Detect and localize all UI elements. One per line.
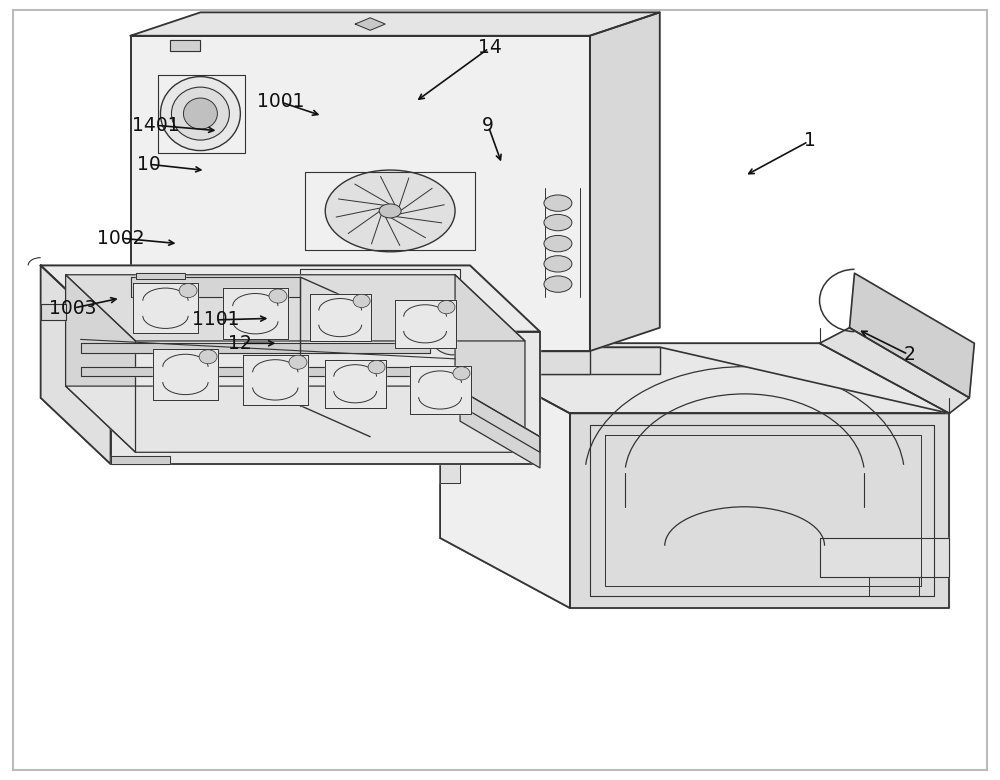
Polygon shape [66, 386, 525, 452]
Polygon shape [91, 347, 440, 374]
Polygon shape [869, 577, 919, 597]
Circle shape [179, 284, 197, 298]
Polygon shape [570, 413, 949, 608]
Polygon shape [111, 332, 540, 464]
Text: 1101: 1101 [192, 310, 239, 329]
Polygon shape [820, 538, 949, 577]
Ellipse shape [432, 296, 468, 343]
Ellipse shape [379, 204, 401, 218]
Circle shape [199, 349, 217, 363]
Polygon shape [850, 273, 974, 398]
Text: 9: 9 [482, 115, 494, 135]
Polygon shape [136, 273, 185, 279]
Polygon shape [41, 304, 66, 320]
Text: 14: 14 [478, 38, 502, 57]
Polygon shape [133, 283, 198, 334]
Polygon shape [440, 538, 949, 608]
Polygon shape [300, 269, 460, 300]
Polygon shape [440, 343, 949, 413]
Text: 1002: 1002 [97, 229, 144, 248]
Polygon shape [820, 328, 969, 413]
Text: 2: 2 [903, 346, 915, 364]
Polygon shape [460, 390, 540, 468]
Polygon shape [131, 36, 590, 351]
Polygon shape [41, 398, 540, 464]
Ellipse shape [544, 236, 572, 252]
Polygon shape [455, 275, 525, 452]
Ellipse shape [422, 285, 478, 355]
Ellipse shape [171, 87, 229, 140]
Polygon shape [410, 366, 471, 414]
Polygon shape [440, 343, 570, 608]
Polygon shape [41, 265, 540, 332]
Circle shape [438, 300, 455, 314]
Polygon shape [91, 343, 949, 413]
Polygon shape [355, 18, 385, 30]
Polygon shape [590, 12, 660, 351]
Text: 1003: 1003 [49, 299, 96, 317]
Circle shape [269, 289, 287, 303]
Text: 1: 1 [804, 131, 816, 151]
Ellipse shape [544, 195, 572, 211]
Polygon shape [111, 456, 170, 464]
Polygon shape [91, 347, 660, 374]
Polygon shape [325, 360, 386, 408]
Circle shape [353, 294, 370, 307]
Polygon shape [81, 343, 430, 353]
Text: 1401: 1401 [132, 115, 179, 135]
Polygon shape [440, 347, 540, 417]
Polygon shape [243, 355, 308, 405]
Ellipse shape [544, 256, 572, 272]
Ellipse shape [160, 76, 240, 151]
Polygon shape [66, 275, 136, 452]
Ellipse shape [325, 170, 455, 252]
Polygon shape [170, 40, 200, 51]
Ellipse shape [544, 215, 572, 231]
Polygon shape [131, 351, 590, 374]
Polygon shape [223, 289, 288, 339]
Polygon shape [81, 367, 430, 376]
Polygon shape [460, 390, 540, 452]
Polygon shape [131, 12, 660, 36]
Text: 1001: 1001 [257, 92, 304, 112]
Text: 10: 10 [137, 154, 160, 174]
Circle shape [453, 367, 470, 380]
Polygon shape [153, 349, 218, 399]
Polygon shape [310, 294, 371, 342]
Polygon shape [66, 275, 525, 341]
Polygon shape [131, 277, 300, 296]
Text: 12: 12 [228, 334, 252, 353]
Circle shape [368, 360, 385, 374]
Polygon shape [395, 300, 456, 348]
Polygon shape [41, 265, 111, 464]
Circle shape [289, 355, 307, 369]
Polygon shape [440, 445, 460, 484]
Ellipse shape [544, 276, 572, 292]
Ellipse shape [183, 98, 217, 129]
